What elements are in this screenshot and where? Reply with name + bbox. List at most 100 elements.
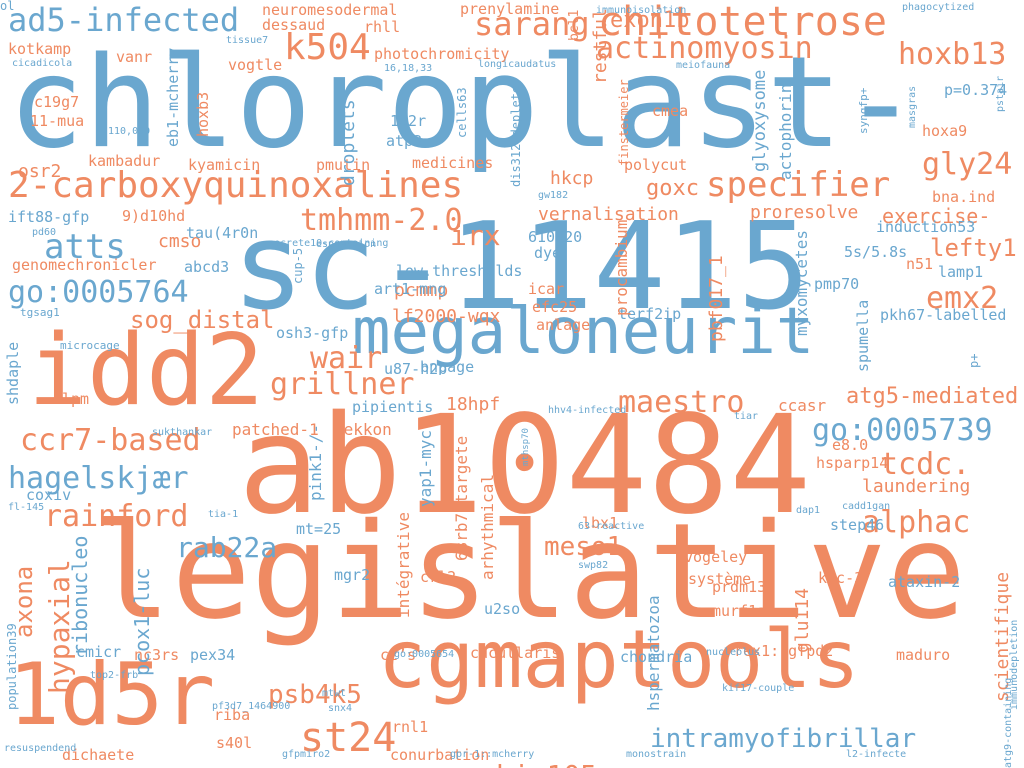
cloud-word: cells63 [455,87,469,139]
cloud-word: gpr-1::mcherry [450,749,535,760]
cloud-word: vogtle [228,56,283,74]
cloud-word: s40l [216,734,253,752]
cloud-word: go:0005654 [394,649,455,660]
cloud-word: cmicr [76,643,122,661]
cloud-word: pkh67-labelled [880,306,1007,324]
cloud-word: kotkamp [8,40,72,58]
cloud-word: photochromicity [374,45,510,63]
cloud-word: lamp1 [938,263,984,281]
cloud-word: hkcp [550,168,594,189]
cloud-word: myxomycetes [792,229,811,336]
cloud-word: e8.0 [832,436,869,454]
cloud-word: anlage [536,316,591,334]
cloud-word: 610820 [528,228,583,246]
cloud-word: pbf017_1 [706,255,727,343]
cloud-word: système [688,570,752,588]
cloud-word: shdaple [4,341,22,405]
cloud-word: ol [0,0,15,13]
cloud-word: prenylamine [460,0,560,18]
cloud-word: pmutin [316,156,371,174]
cloud-word: proresolve [750,202,859,223]
cloud-word: 11-mua [30,112,85,130]
cloud-word: laundering [862,476,971,497]
cloud-word: 16,18,33 [384,63,433,74]
cloud-word: k504 [284,27,371,68]
cloud-word: coxiv [26,486,72,504]
cloud-word: hsparp14 [816,454,889,472]
cloud-word: gfpmiro2 [282,749,331,760]
cloud-word: l2-infecte [846,749,907,760]
cloud-word: maestro [618,385,745,420]
cloud-word: maduro [896,646,951,664]
cloud-word: psb4k5 [268,680,362,710]
cloud-word: chloroplast- [8,29,919,176]
cloud-word: meiofauna [676,60,731,71]
cloud-word: riba [214,706,251,724]
cloud-word: atts [44,227,126,267]
cloud-word: c19g7 [34,93,80,111]
cloud-word: dis312-deplete [509,85,523,187]
cloud-word: murf1a [712,602,767,620]
cloud-word: rainford [44,499,189,534]
cloud-word: idd2 [28,314,265,428]
cloud-word: immunoisolation [596,5,687,16]
cloud-word: sarang [474,5,590,43]
cloud-word: cmea [652,102,689,120]
cloud-word: glyoxysome [750,69,770,172]
cloud-word: vanr [116,48,153,66]
cloud-word: rex1::gfpd2 [734,642,834,660]
cloud-word: rhll [364,18,401,36]
cloud-word: rnl1 [392,718,429,736]
cloud-word: atg9-containing [1003,677,1014,768]
cloud-word: atg5-mediated [846,384,1019,409]
cloud-word: grillner [270,367,415,402]
cloud-word: meso1 [544,532,623,562]
cloud-word: pf3d7_1464900 [212,701,291,712]
cloud-word: 63rb7-targete [452,435,471,561]
cloud-word: osh3-gfp [276,324,349,342]
cloud-word: genomechronicler [12,256,157,274]
cloud-word: neuromesodermal [262,1,398,19]
cloud-word: n51 [906,255,934,273]
cloud-word: lpm [62,390,90,408]
cloud-word: pstair [995,75,1006,112]
cloud-word: microcage [60,339,120,352]
cloud-word: ad5-infected [8,1,240,39]
cloud-word: yap1-myc [416,429,435,507]
cloud-word: pcox1-luc [130,567,154,676]
cloud-word: p+ [967,353,981,369]
cloud-word: glu114 [792,587,813,653]
cloud-word: ccasr [778,396,827,415]
cloud-word: hoxb13 [898,37,1007,72]
cloud-word: pink1-/- [306,423,325,501]
cloud-word: swp82 [578,560,609,571]
cloud-word: bcl1 [567,9,582,42]
cloud-word: pmp70 [814,275,860,293]
cloud-word: lf2000-wqx [392,306,501,327]
cloud-word: rab22a [176,531,278,564]
cloud-word: 102r [390,112,427,130]
cloud-word: fl-145 [8,502,45,513]
cloud-word: snx4 [328,703,353,714]
cloud-word: hoxa9 [922,122,968,140]
cloud-word: osr2 [18,161,62,182]
cloud-word: kambadur [88,152,161,170]
cloud-word: ab10484 [238,387,812,545]
cloud-word: arhythmical [478,473,497,580]
cloud-word: actinomyosin [596,31,813,66]
cloud-word: nucleolus [706,647,761,658]
cloud-word: 110,000 [108,126,151,137]
cloud-word: st24 [300,715,397,761]
cloud-word: patched-1 [232,420,319,439]
cloud-word: art1-mng [374,280,447,298]
cloud-word: monostrain [626,749,687,760]
cloud-word: bnpage [420,358,475,376]
cloud-word: secrete10-containing [268,238,389,249]
cloud-word: tmhmm-2.0 [300,203,463,238]
cloud-word: 18hpf [446,394,501,415]
cloud-word: icar [528,280,565,298]
cloud-word: cgmaptools [378,613,860,706]
cloud-word: dyé [534,244,562,262]
cloud-word: atp3 [386,132,423,150]
cloud-word: conurbation [390,746,490,764]
